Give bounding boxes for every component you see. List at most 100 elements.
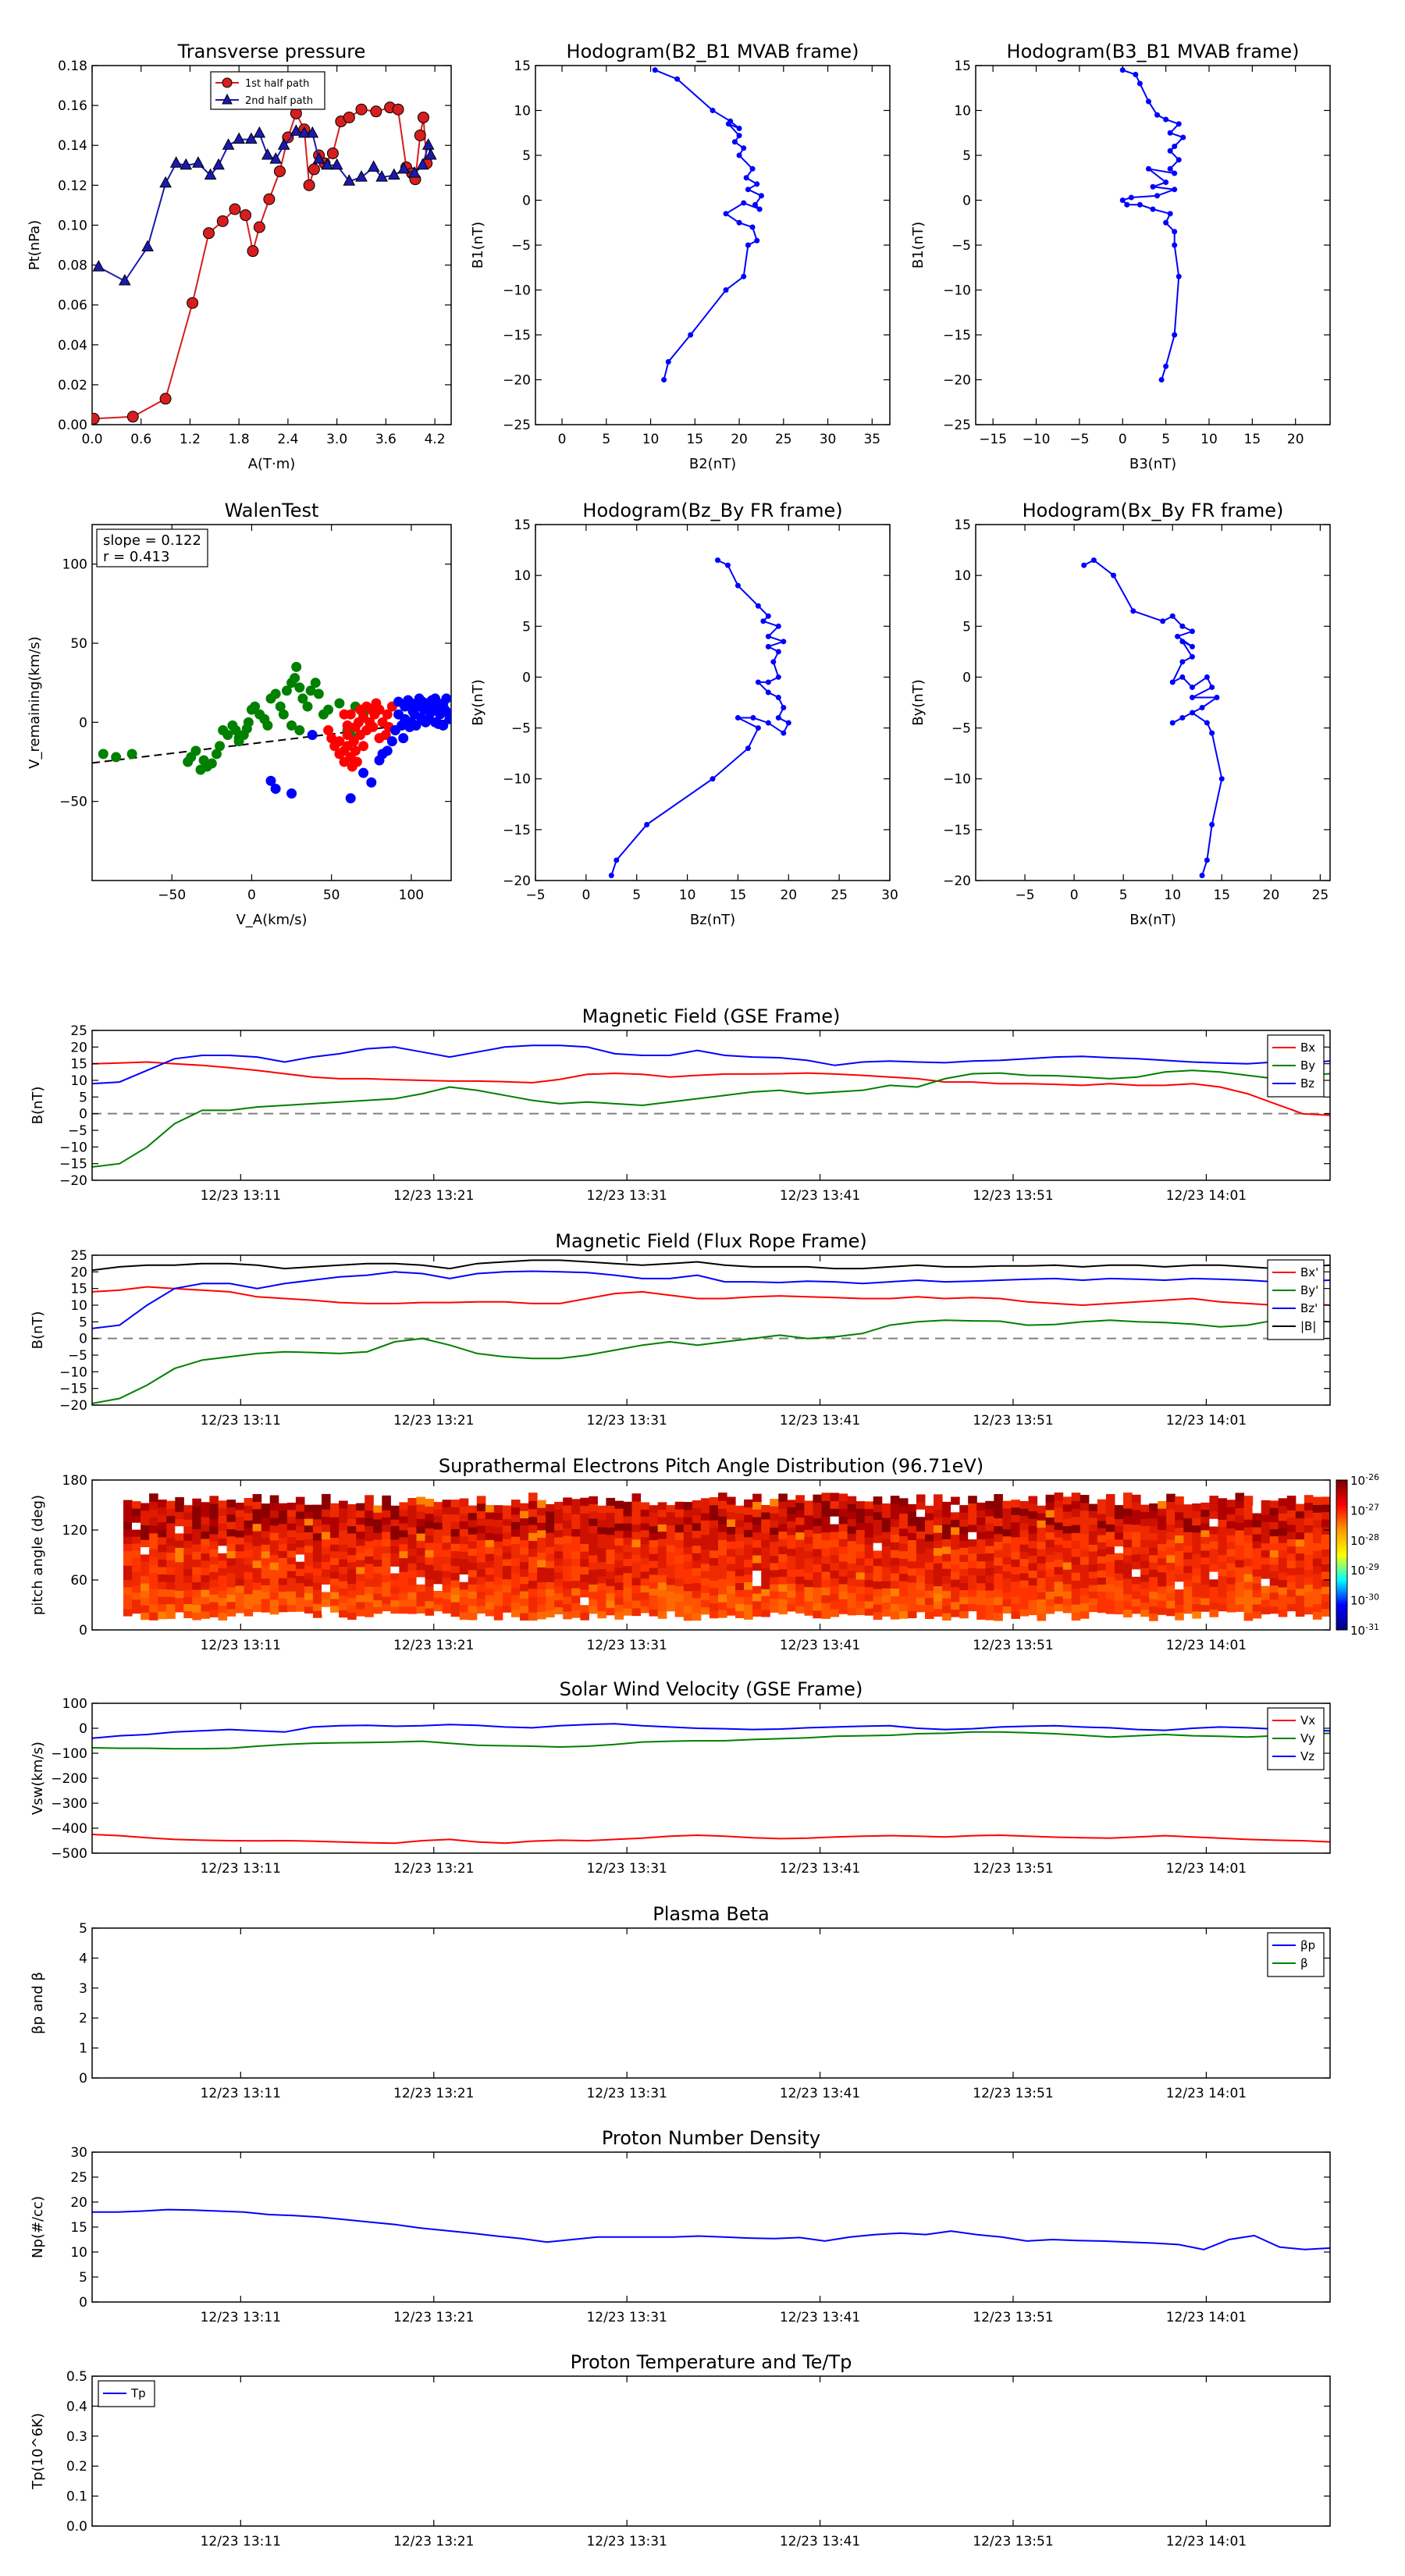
- pad-cell: [1312, 1542, 1322, 1551]
- pad-cell: [1209, 1548, 1218, 1557]
- pad-cell: [1226, 1507, 1236, 1514]
- pad-cell: [356, 1503, 365, 1511]
- pad-cell: [1304, 1525, 1314, 1533]
- pad-cell: [235, 1530, 245, 1538]
- pad-cell: [269, 1577, 279, 1585]
- walen-series-0-point: [227, 720, 238, 731]
- pad-cell: [898, 1596, 909, 1604]
- hodo_b3b1-xlabel: B3(nT): [1129, 456, 1176, 472]
- pad-cell: [925, 1555, 934, 1563]
- pad-cell: [855, 1579, 866, 1587]
- transverse-series-0-point: [187, 297, 199, 309]
- transverse-series-1-point: [397, 162, 411, 174]
- pad-cell: [994, 1565, 1003, 1574]
- pad-colorbar: [1336, 1479, 1348, 1631]
- pad-cell: [330, 1585, 340, 1592]
- pad-cell: [606, 1527, 615, 1535]
- walen-series-2-point: [307, 730, 318, 741]
- pad-cell: [1158, 1536, 1167, 1544]
- pad-cell: [468, 1562, 478, 1571]
- pad-cell: [994, 1581, 1003, 1589]
- pad-cell: [925, 1569, 934, 1577]
- walen-series-0-point: [250, 701, 261, 712]
- pad-cell: [752, 1532, 762, 1540]
- pad-cell: [149, 1525, 158, 1534]
- pad-cell: [1304, 1502, 1314, 1510]
- mag_fr-ytick-label: −10: [59, 1364, 87, 1380]
- pad-cell: [925, 1520, 934, 1528]
- pad-cell: [1209, 1586, 1218, 1595]
- pad-cell: [674, 1555, 685, 1564]
- pad-cell: [390, 1592, 400, 1600]
- pad-cell: [158, 1589, 167, 1597]
- mag_fr-xtick-label: 12/23 13:41: [780, 1413, 860, 1429]
- pad-cell: [304, 1545, 314, 1553]
- pad-cell: [830, 1539, 840, 1548]
- pad-cell: [890, 1588, 900, 1596]
- pad-cell: [235, 1509, 245, 1517]
- pad-cell: [1045, 1509, 1055, 1517]
- pad-cell: [278, 1510, 288, 1517]
- mag_gse-ytick-label: −20: [59, 1173, 87, 1189]
- pad-cell: [976, 1604, 986, 1613]
- pad-cell: [890, 1510, 900, 1520]
- pad-cell: [1140, 1546, 1150, 1554]
- pad-colorbar-label: 10-28: [1350, 1532, 1379, 1548]
- pad-cell: [1002, 1606, 1012, 1614]
- pad-cell: [890, 1496, 900, 1504]
- pad-cell: [1243, 1581, 1254, 1590]
- hodo_bxby-ytick-label: 5: [962, 619, 971, 635]
- pad-cell: [382, 1503, 391, 1510]
- pad-cell: [942, 1509, 951, 1517]
- np-xtick-label: 12/23 13:11: [201, 2310, 281, 2325]
- pad-cell: [1209, 1556, 1218, 1564]
- pad-cell: [399, 1606, 408, 1614]
- pad-cell: [735, 1526, 745, 1535]
- transverse-legend-label: 2nd half path: [245, 95, 313, 107]
- pad-cell: [1132, 1591, 1141, 1599]
- pad-cell: [752, 1585, 762, 1594]
- pad-cell: [433, 1508, 443, 1517]
- pad-cell: [580, 1551, 589, 1560]
- pad-cell: [589, 1554, 598, 1563]
- pad-cell: [959, 1519, 969, 1527]
- pad-cell: [278, 1578, 288, 1585]
- pad-cell: [1304, 1510, 1314, 1518]
- pad-cell: [1269, 1521, 1279, 1530]
- pad-cell: [727, 1585, 736, 1594]
- pad-cell: [1132, 1583, 1141, 1592]
- pad-cell: [261, 1510, 271, 1517]
- pad-cell: [149, 1564, 158, 1573]
- hodo_bzby-series-0-point: [775, 694, 781, 700]
- pad-cell: [649, 1539, 659, 1547]
- pad-cell: [1218, 1568, 1227, 1577]
- pad-cell: [976, 1502, 986, 1510]
- pad-cell: [657, 1517, 667, 1525]
- pad-cell: [1209, 1564, 1218, 1572]
- pad-cell: [770, 1584, 779, 1592]
- pad-cell: [606, 1549, 615, 1557]
- pad-cell: [589, 1599, 598, 1607]
- transverse-series-1-point: [269, 152, 283, 164]
- pad-cell: [864, 1515, 874, 1524]
- pad-cell: [1226, 1604, 1236, 1613]
- transverse-series-0-point: [203, 227, 215, 240]
- pad-cell: [1062, 1532, 1072, 1541]
- pad-cell: [485, 1505, 495, 1513]
- pad-cell: [537, 1603, 546, 1612]
- pad-cell: [709, 1595, 719, 1603]
- transverse-series-0-line: [94, 106, 428, 420]
- pad-cell: [1166, 1524, 1176, 1532]
- pad-cell: [864, 1579, 874, 1588]
- transverse-xlabel: A(T·m): [248, 456, 296, 472]
- pad-cell: [1097, 1527, 1107, 1535]
- pad-cell: [640, 1578, 650, 1586]
- mag_gse-ytick-label: 15: [70, 1057, 87, 1073]
- transverse-ytick-label: 0.14: [58, 138, 87, 154]
- pad-cell: [1105, 1606, 1115, 1614]
- pad-cell: [1045, 1539, 1055, 1547]
- pad-cell: [382, 1546, 391, 1554]
- pad-cell: [330, 1571, 340, 1579]
- pad-cell: [916, 1604, 926, 1613]
